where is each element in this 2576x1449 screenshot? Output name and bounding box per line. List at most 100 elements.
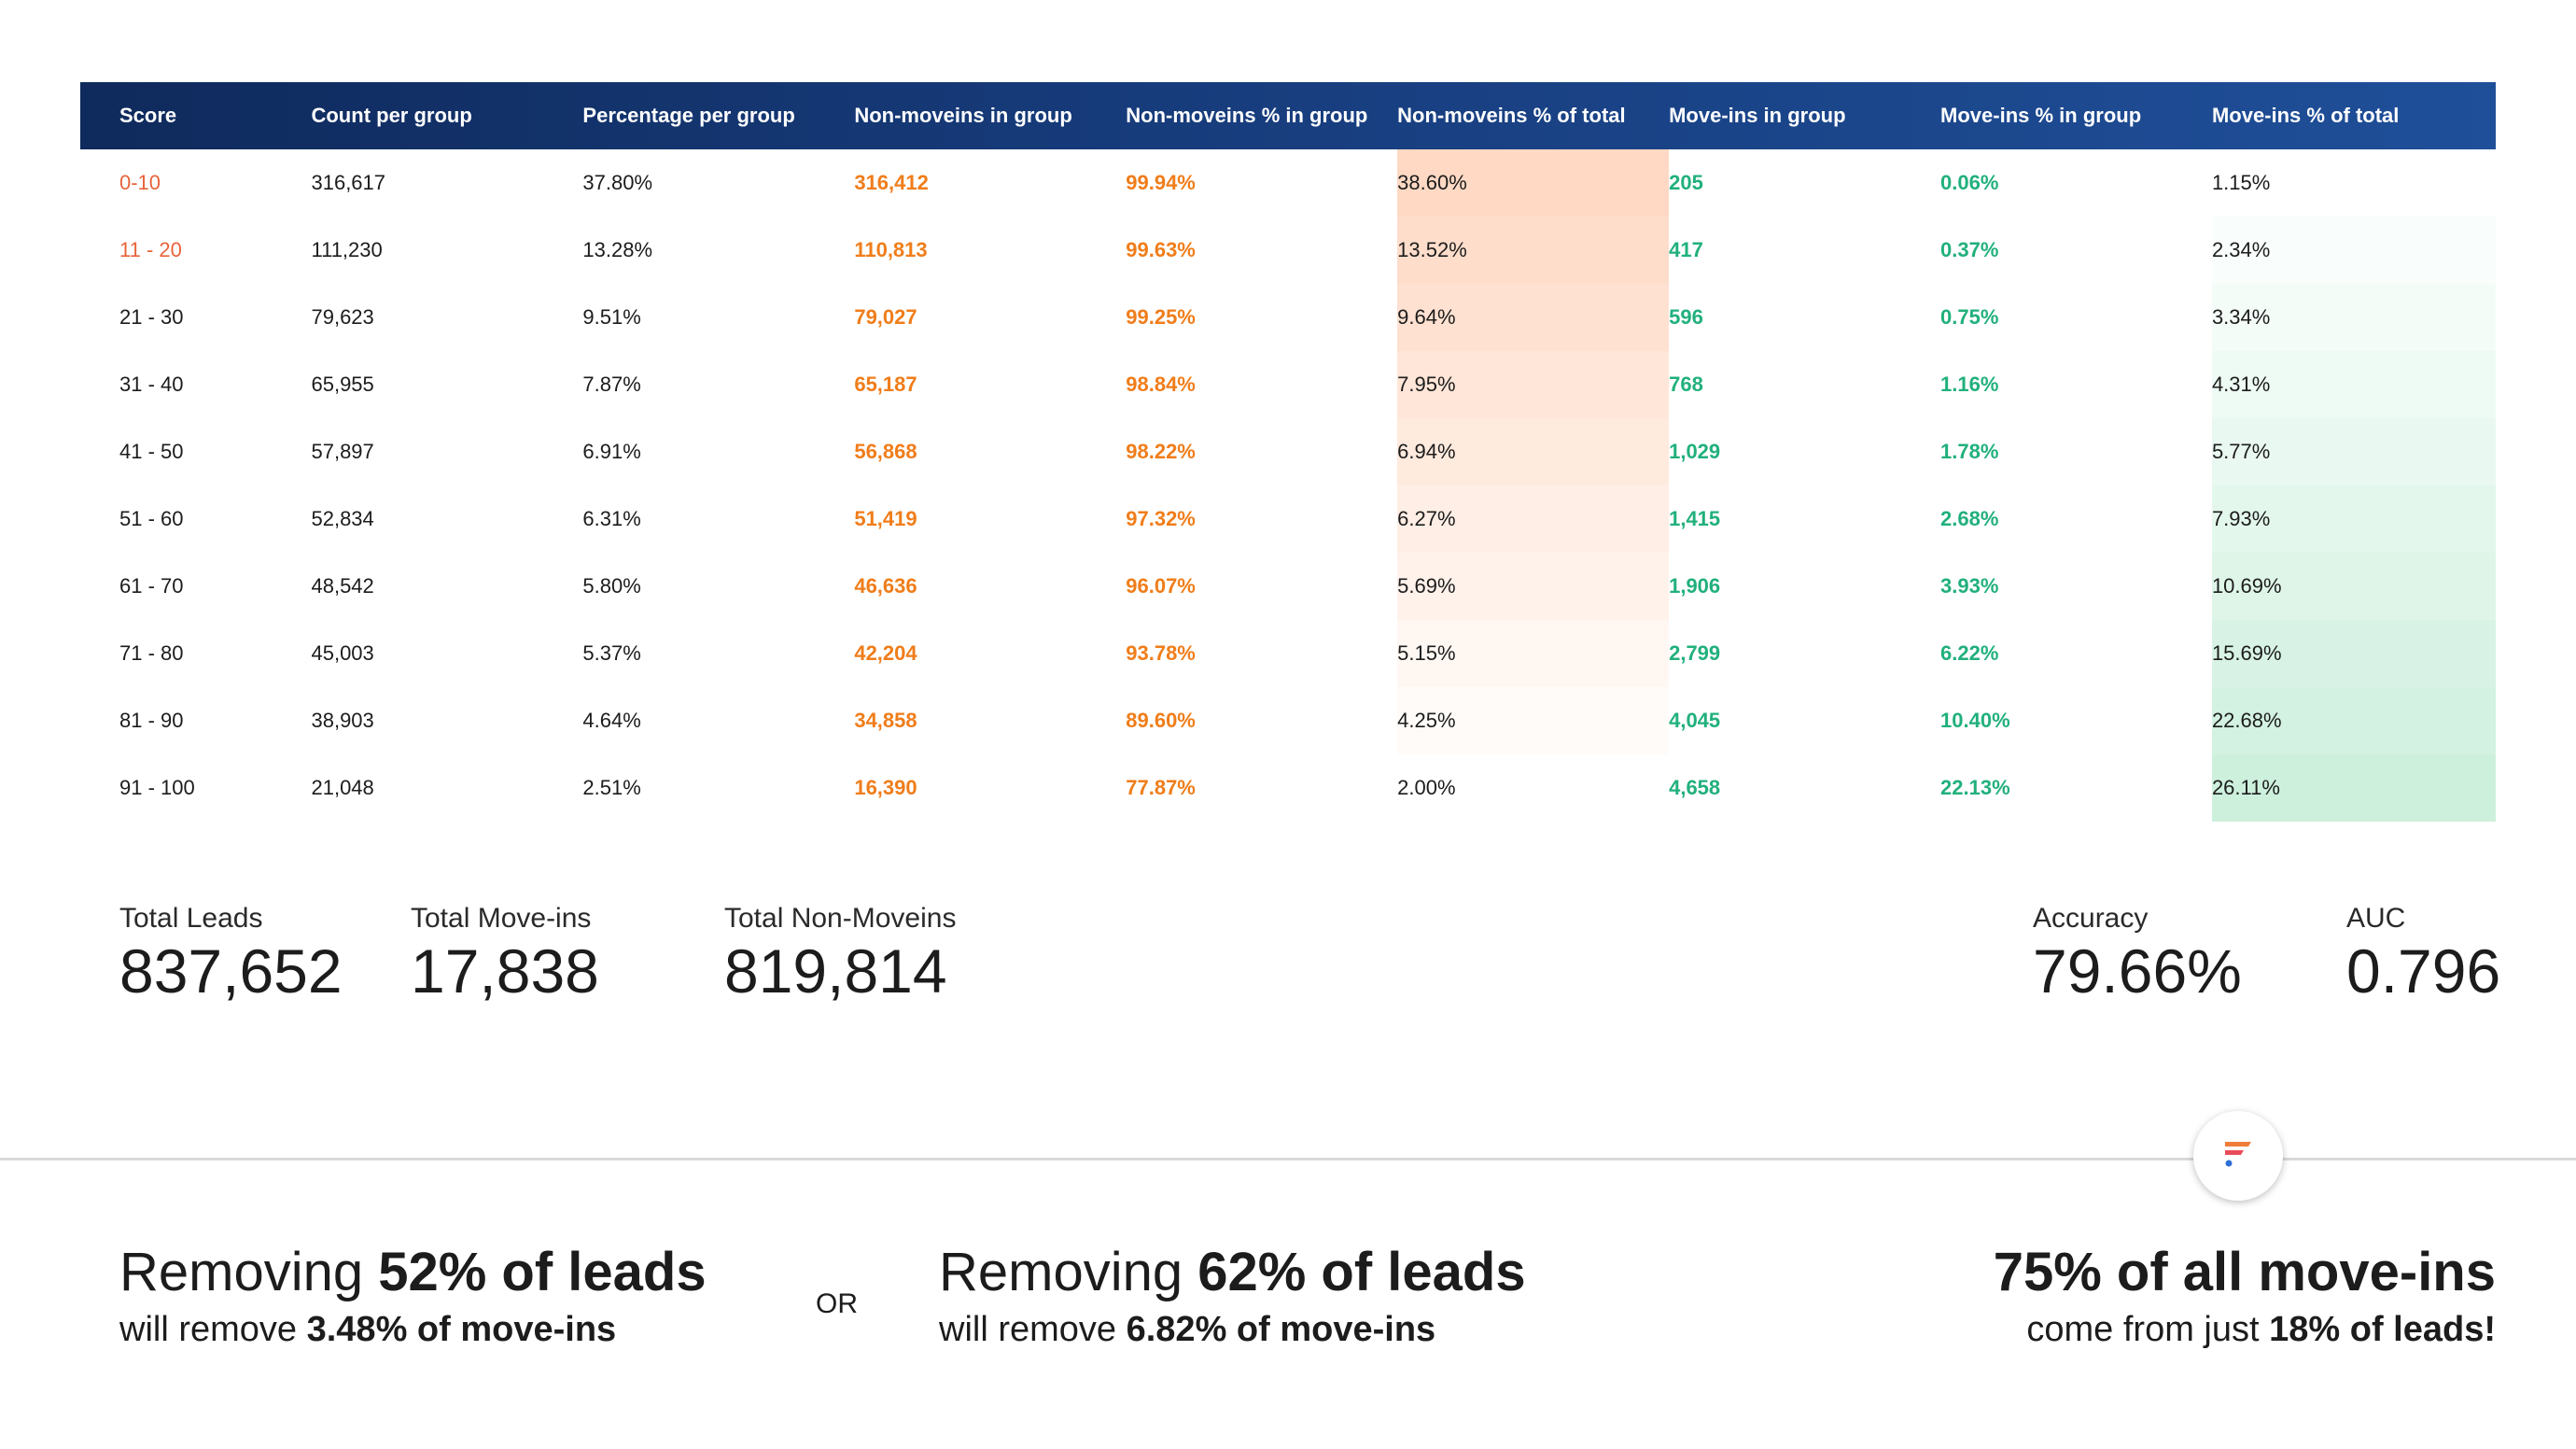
cell-pct-group: 13.28%: [582, 238, 653, 261]
cell-nonmoveins-pct-group: 98.22%: [1126, 440, 1196, 463]
cell-pct-group: 7.87%: [582, 373, 641, 396]
table-row: 61 - 70 48,542 5.80% 46,636 96.07% 5.69% 1,906…: [80, 553, 2496, 620]
cell-count: 316,617: [311, 171, 386, 194]
stat-total-nonmoveins-label: Total Non-Moveins: [724, 903, 957, 934]
cell-nonmoveins-pct-group: 99.63%: [1126, 238, 1196, 261]
insight-middle-line2-bold: 6.82% of move-ins: [1126, 1310, 1436, 1349]
stat-total-moveins-label: Total Move-ins: [411, 903, 592, 934]
cell-moveins: 2,799: [1669, 641, 1721, 665]
insight-right-line1-bold: 75% of all move-ins: [1993, 1242, 2496, 1302]
cell-moveins: 205: [1669, 171, 1703, 194]
cell-moveins: 596: [1669, 305, 1703, 329]
insight-right-line2-bold: 18% of leads!: [2269, 1310, 2496, 1349]
table-row: 0-10 316,617 37.80% 316,412 99.94% 38.60% 205 0…: [80, 149, 2496, 217]
header-count-per-group: Count per group: [311, 104, 472, 127]
cell-nonmoveins-pct-total: 4.25%: [1397, 687, 1670, 754]
insight-right: 75% of all move-ins come from just 18% o…: [1994, 1242, 2496, 1352]
cell-moveins-pct-group: 2.68%: [1940, 507, 1999, 530]
cell-pct-group: 6.31%: [582, 507, 641, 530]
stat-total-moveins-value: 17,838: [411, 936, 599, 1006]
cell-moveins-pct-group: 1.16%: [1940, 373, 1999, 396]
cell-moveins-pct-group: 3.93%: [1940, 574, 1999, 598]
cell-count: 48,542: [311, 574, 374, 598]
cell-nonmoveins-pct-total: 2.00%: [1397, 754, 1670, 822]
cell-nonmoveins-pct-total: 13.52%: [1397, 217, 1670, 284]
insight-right-line2-pre: come from just: [2026, 1310, 2270, 1349]
cell-moveins: 417: [1669, 238, 1703, 261]
cell-nonmoveins-pct-group: 97.32%: [1126, 507, 1196, 530]
stat-total-leads: Total Leads 837,652: [119, 902, 343, 1005]
cell-pct-group: 37.80%: [582, 171, 653, 194]
cell-nonmoveins: 316,412: [854, 171, 929, 194]
cell-count: 111,230: [311, 238, 383, 261]
stat-auc-value: 0.796: [2346, 936, 2501, 1006]
cell-nonmoveins: 34,858: [854, 709, 917, 732]
cell-moveins: 4,045: [1669, 709, 1721, 732]
cell-moveins-pct-total: 5.77%: [2211, 418, 2496, 485]
cell-moveins-pct-total: 22.68%: [2211, 687, 2496, 754]
cell-score: 61 - 70: [119, 574, 184, 598]
table-row: 91 - 100 21,048 2.51% 16,390 77.87% 2.00% 4,65…: [80, 754, 2496, 822]
cell-nonmoveins: 79,027: [854, 305, 917, 329]
cell-nonmoveins: 16,390: [854, 776, 917, 799]
cell-moveins-pct-total: 7.93%: [2211, 485, 2496, 553]
logo-badge: [2193, 1111, 2283, 1201]
cell-count: 21,048: [311, 776, 374, 799]
cell-count: 45,003: [311, 641, 374, 665]
cell-moveins-pct-group: 0.75%: [1940, 305, 1999, 329]
table-row: 41 - 50 57,897 6.91% 56,868 98.22% 6.94% 1,029…: [80, 418, 2496, 485]
cell-nonmoveins-pct-total: 6.94%: [1397, 418, 1670, 485]
cell-nonmoveins-pct-group: 96.07%: [1126, 574, 1196, 598]
stat-auc: AUC 0.796: [2346, 902, 2500, 1005]
cell-moveins-pct-group: 22.13%: [1940, 776, 2010, 799]
header-nonmoveins-in-group: Non-moveins in group: [854, 104, 1072, 127]
cell-nonmoveins-pct-group: 89.60%: [1126, 709, 1196, 732]
header-moveins-pct-of-total: Move-ins % of total: [2211, 104, 2400, 127]
section-divider: [0, 1158, 2576, 1161]
cell-moveins-pct-total: 10.69%: [2211, 553, 2496, 620]
cell-nonmoveins-pct-group: 99.25%: [1126, 305, 1196, 329]
cell-moveins-pct-total: 2.34%: [2211, 217, 2496, 284]
cell-moveins-pct-group: 6.22%: [1940, 641, 1999, 665]
cell-moveins-pct-total: 3.34%: [2211, 284, 2496, 351]
cell-nonmoveins: 65,187: [854, 373, 917, 396]
header-moveins-in-group: Move-ins in group: [1669, 104, 1846, 127]
cell-moveins-pct-group: 0.06%: [1940, 171, 1999, 194]
header-score: Score: [119, 104, 177, 127]
table-row: 51 - 60 52,834 6.31% 51,419 97.32% 6.27% 1,415…: [80, 485, 2496, 553]
insight-left: Removing 52% of leads will remove 3.48% …: [119, 1242, 707, 1352]
insight-middle-line1-bold: 62% of leads: [1197, 1242, 1526, 1302]
insight-left-line2-pre: will remove: [119, 1310, 307, 1349]
cell-pct-group: 5.80%: [582, 574, 641, 598]
cell-moveins: 4,658: [1669, 776, 1721, 799]
cell-moveins-pct-total: 15.69%: [2211, 620, 2496, 687]
insight-middle-line2-pre: will remove: [939, 1310, 1127, 1349]
cell-count: 57,897: [311, 440, 374, 463]
header-nonmoveins-pct-of-total: Non-moveins % of total: [1397, 104, 1626, 127]
cell-score: 51 - 60: [119, 507, 184, 530]
table-header: Score Count per group Percentage per gro…: [80, 82, 2496, 149]
stat-total-leads-label: Total Leads: [119, 903, 263, 934]
table-row: 21 - 30 79,623 9.51% 79,027 99.25% 9.64% 596 0.…: [80, 284, 2496, 351]
cell-moveins-pct-total: 26.11%: [2211, 754, 2496, 822]
insight-left-line1-bold: 52% of leads: [378, 1242, 707, 1302]
table-row: 11 - 20 111,230 13.28% 110,813 99.63% 13.52% 4…: [80, 217, 2496, 284]
cell-pct-group: 9.51%: [582, 305, 641, 329]
cell-moveins: 1,415: [1669, 507, 1721, 530]
stat-accuracy-value: 79.66%: [2033, 936, 2242, 1006]
cell-score: 11 - 20: [119, 238, 182, 261]
cell-nonmoveins: 46,636: [854, 574, 917, 598]
cell-nonmoveins-pct-group: 98.84%: [1126, 373, 1196, 396]
header-nonmoveins-pct-in-group: Non-moveins % in group: [1126, 104, 1368, 127]
cell-moveins-pct-total: 1.15%: [2211, 149, 2496, 217]
stat-total-nonmoveins-value: 819,814: [724, 936, 947, 1006]
cell-nonmoveins-pct-total: 9.64%: [1397, 284, 1670, 351]
header-row: Score Count per group Percentage per gro…: [80, 82, 2496, 149]
score-table: Score Count per group Percentage per gro…: [80, 82, 2496, 822]
cell-pct-group: 5.37%: [582, 641, 641, 665]
table-body: 0-10 316,617 37.80% 316,412 99.94% 38.60% 205 0…: [80, 149, 2496, 822]
cell-moveins-pct-total: 4.31%: [2211, 351, 2496, 418]
brand-logo-icon: [2219, 1135, 2257, 1177]
insight-left-line2-bold: 3.48% of move-ins: [306, 1310, 617, 1349]
insight-middle-line1-pre: Removing: [939, 1242, 1198, 1302]
